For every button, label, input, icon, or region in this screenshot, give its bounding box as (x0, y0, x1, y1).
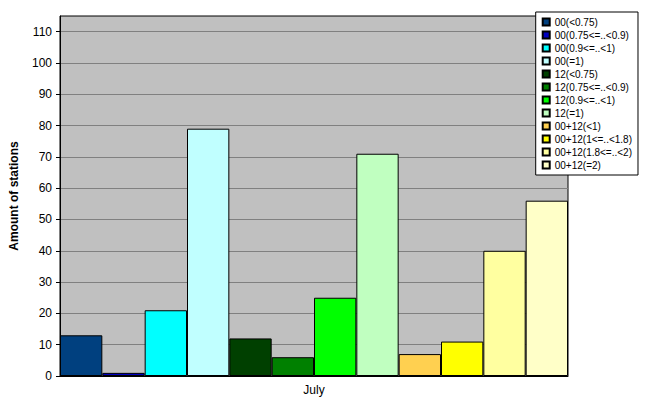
svg-text:90: 90 (39, 87, 53, 101)
svg-text:00(0.9<=..<1): 00(0.9<=..<1) (555, 43, 615, 54)
svg-text:00(=1): 00(=1) (555, 56, 584, 67)
svg-text:12(0.75<=..<0.9): 12(0.75<=..<0.9) (555, 82, 629, 93)
svg-text:20: 20 (39, 306, 53, 320)
svg-text:10: 10 (39, 338, 53, 352)
svg-text:12(<0.75): 12(<0.75) (555, 69, 598, 80)
svg-text:70: 70 (39, 150, 53, 164)
svg-text:12(=1): 12(=1) (555, 108, 584, 119)
svg-text:40: 40 (39, 244, 53, 258)
svg-text:80: 80 (39, 119, 53, 133)
svg-text:110: 110 (33, 25, 52, 39)
svg-text:60: 60 (39, 181, 53, 195)
svg-text:50: 50 (39, 212, 53, 226)
svg-text:00(<0.75): 00(<0.75) (555, 17, 598, 28)
svg-text:00+12(1.8<=..<2): 00+12(1.8<=..<2) (555, 147, 632, 158)
svg-text:Amount of stations: Amount of stations (7, 141, 21, 251)
svg-text:00+12(<1): 00+12(<1) (555, 121, 601, 132)
svg-text:12(0.9<=..<1): 12(0.9<=..<1) (555, 95, 615, 106)
svg-text:100: 100 (32, 56, 52, 70)
svg-text:00+12(1<=..<1.8): 00+12(1<=..<1.8) (555, 134, 632, 145)
svg-text:30: 30 (39, 275, 53, 289)
svg-text:00(0.75<=..<0.9): 00(0.75<=..<0.9) (555, 30, 629, 41)
svg-text:July: July (303, 383, 324, 397)
svg-text:0: 0 (45, 369, 52, 383)
svg-text:00+12(=2): 00+12(=2) (555, 160, 601, 171)
